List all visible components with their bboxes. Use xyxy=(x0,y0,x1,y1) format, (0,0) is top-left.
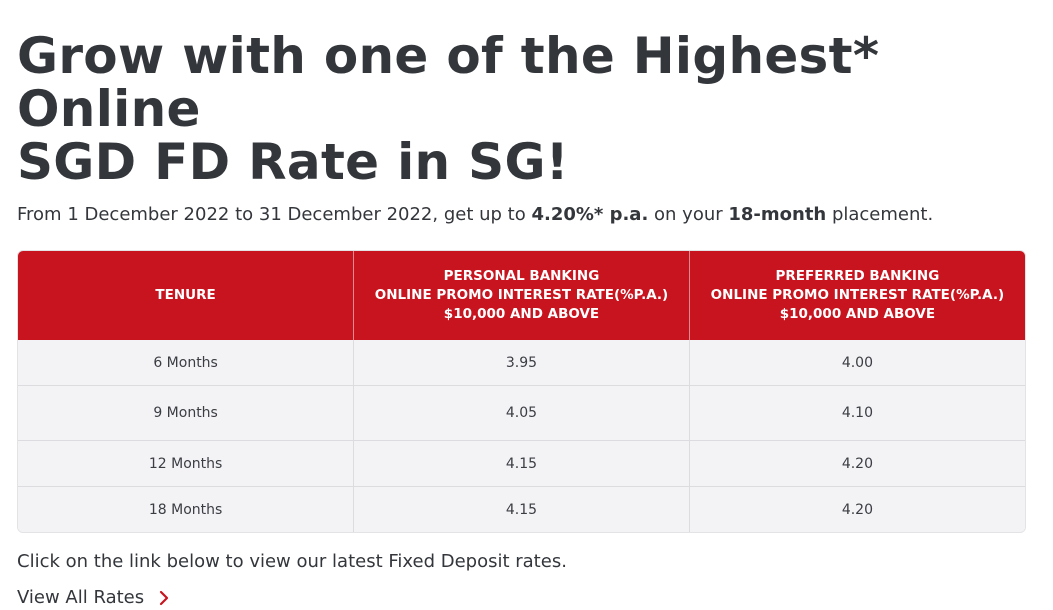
preferred-rate-cell: 4.10 xyxy=(689,385,1025,441)
table-row: 9 Months 4.05 4.10 xyxy=(18,385,1025,441)
rates-table: TENURE PERSONAL BANKING ONLINE PROMO INT… xyxy=(17,250,1026,533)
tenure-cell: 12 Months xyxy=(18,440,355,487)
table-header-row: TENURE PERSONAL BANKING ONLINE PROMO INT… xyxy=(18,251,1025,340)
chevron-right-icon xyxy=(160,590,169,606)
header-line: ONLINE PROMO INTEREST RATE(%P.A.) xyxy=(710,287,1005,303)
preferred-rate-cell: 4.00 xyxy=(689,340,1025,386)
header-personal-banking: PERSONAL BANKING ONLINE PROMO INTEREST R… xyxy=(353,251,690,340)
view-all-rates-link[interactable]: View All Rates xyxy=(17,586,170,610)
page-title-line-1: Grow with one of the Highest* Online xyxy=(17,27,880,138)
personal-rate-cell: 4.15 xyxy=(353,486,690,532)
preferred-rate-cell: 4.20 xyxy=(689,440,1025,487)
preferred-rate-cell: 4.20 xyxy=(689,486,1025,532)
header-line: PERSONAL BANKING xyxy=(443,268,600,284)
header-line: ONLINE PROMO INTEREST RATE(%P.A.) xyxy=(374,287,669,303)
header-line: TENURE xyxy=(155,287,216,303)
promo-middle: on your xyxy=(648,204,729,225)
tenure-cell: 9 Months xyxy=(18,385,355,441)
personal-rate-cell: 4.15 xyxy=(353,440,690,487)
table-row: 18 Months 4.15 4.20 xyxy=(18,486,1025,532)
header-tenure: TENURE xyxy=(18,251,355,340)
view-all-rates-label: View All Rates xyxy=(17,587,145,608)
header-preferred-banking: PREFERRED BANKING ONLINE PROMO INTEREST … xyxy=(689,251,1025,340)
promo-description: From 1 December 2022 to 31 December 2022… xyxy=(17,203,1036,227)
table-row: 6 Months 3.95 4.00 xyxy=(18,340,1025,386)
rates-note: Click on the link below to view our late… xyxy=(17,551,567,572)
tenure-cell: 18 Months xyxy=(18,486,355,532)
tenure-cell: 6 Months xyxy=(18,340,355,386)
header-line: $10,000 AND ABOVE xyxy=(443,306,600,322)
header-line: PREFERRED BANKING xyxy=(775,268,940,284)
promo-rate: 4.20%* p.a. xyxy=(531,204,649,225)
page-title: Grow with one of the Highest* Online SGD… xyxy=(17,0,1036,189)
personal-rate-cell: 3.95 xyxy=(353,340,690,386)
header-line: $10,000 AND ABOVE xyxy=(779,306,936,322)
personal-rate-cell: 4.05 xyxy=(353,385,690,441)
promo-tenure: 18-month xyxy=(728,204,827,225)
promo-prefix: From 1 December 2022 to 31 December 2022… xyxy=(17,204,532,225)
page-title-line-2: SGD FD Rate in SG! xyxy=(17,133,569,191)
promo-suffix: placement. xyxy=(826,204,934,225)
table-row: 12 Months 4.15 4.20 xyxy=(18,440,1025,487)
